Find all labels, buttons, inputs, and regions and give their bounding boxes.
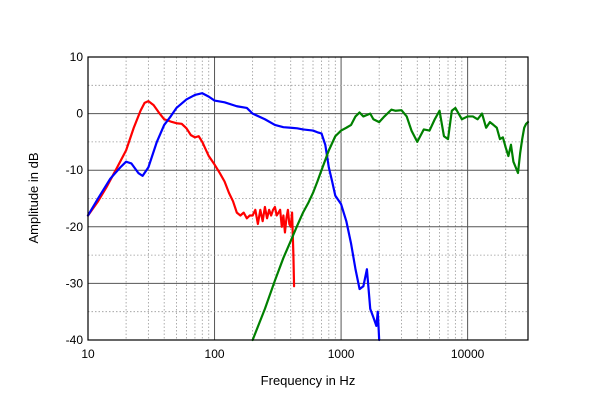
x-tick-label: 100	[205, 347, 225, 361]
x-axis-title: Frequency in Hz	[261, 373, 356, 388]
y-tick-label: -20	[66, 220, 84, 234]
y-tick-label: -10	[66, 163, 84, 177]
plot-area	[88, 57, 528, 340]
x-tick-label: 1000	[328, 347, 355, 361]
y-tick-label: 10	[70, 50, 84, 64]
series-line-3	[251, 106, 530, 342]
y-tick-labels: 10 0 -10 -20 -30 -40	[66, 50, 84, 347]
x-tick-label: 10	[81, 347, 95, 361]
x-tick-label: 10000	[451, 347, 485, 361]
y-tick-label: 0	[76, 107, 83, 121]
series-line-1	[86, 100, 296, 288]
plot-frame	[87, 56, 529, 341]
y-axis-title: Amplitude in dB	[26, 152, 41, 243]
series-group	[86, 92, 530, 342]
y-tick-label: -30	[66, 276, 84, 290]
series-line-2	[86, 92, 381, 342]
y-tick-label: -40	[66, 333, 84, 347]
x-tick-labels: 10 100 1000 10000	[81, 347, 484, 361]
